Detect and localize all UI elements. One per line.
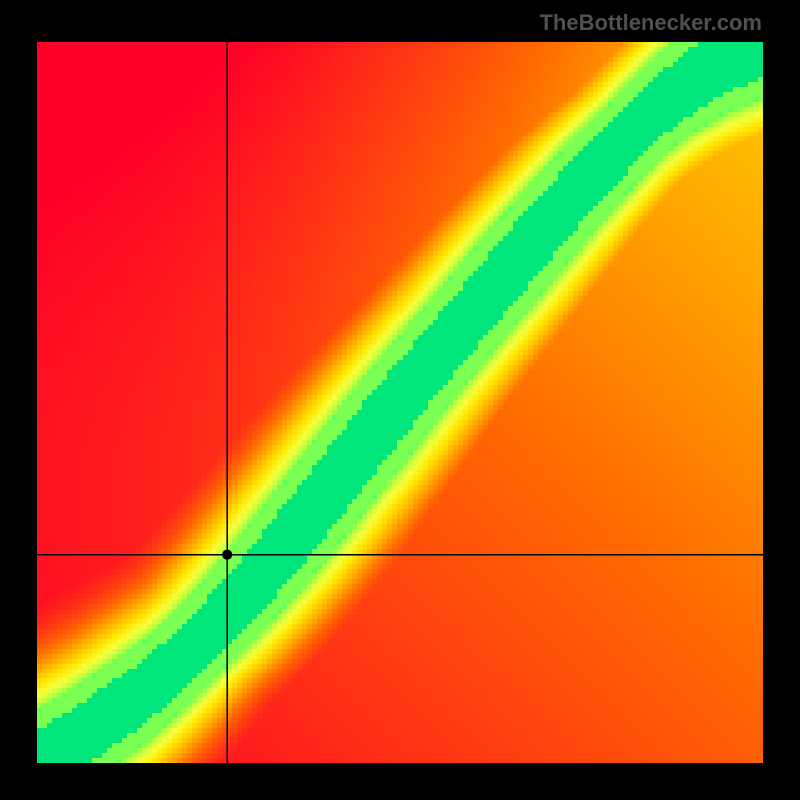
chart-container: TheBottlenecker.com — [0, 0, 800, 800]
watermark-text: TheBottlenecker.com — [539, 10, 762, 36]
bottleneck-heatmap — [0, 0, 800, 800]
